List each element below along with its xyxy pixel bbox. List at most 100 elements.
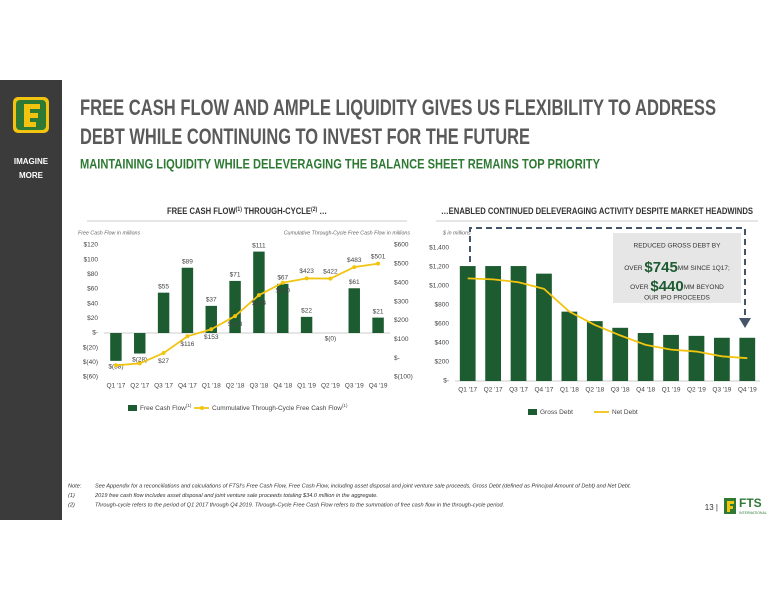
x-tick-label: Q4 '19 bbox=[738, 387, 757, 394]
x-tick-label: Q4 '18 bbox=[636, 387, 655, 394]
x-tick-label: Q1 '18 bbox=[202, 383, 221, 390]
bar bbox=[300, 316, 313, 333]
y2-tick-label: $500 bbox=[394, 261, 409, 268]
bar bbox=[536, 273, 552, 381]
y2-tick-label: $- bbox=[394, 355, 400, 362]
y-tick-label: $20 bbox=[87, 315, 98, 322]
line-value-label: $501 bbox=[371, 253, 386, 260]
bar bbox=[181, 267, 194, 333]
bar-value-label: $22 bbox=[301, 308, 312, 315]
x-tick-label: Q4 '18 bbox=[273, 383, 292, 390]
subtitle: MAINTAINING LIQUIDITY WHILE DELEVERAGING… bbox=[80, 156, 601, 172]
line-value-label: $400 bbox=[276, 287, 291, 294]
footer-logo-sub: INTERNATIONAL bbox=[739, 511, 767, 515]
bar bbox=[561, 311, 578, 381]
x-tick-label: Q3 '18 bbox=[249, 383, 268, 390]
y-tick-label: $1,200 bbox=[429, 264, 449, 271]
bar-value-label: $(0) bbox=[325, 336, 337, 343]
legend-label: Gross Debt bbox=[540, 409, 573, 416]
line-marker bbox=[137, 361, 142, 366]
x-tick-label: Q2 '17 bbox=[484, 387, 503, 394]
legend-name: Cummulative Through-Cycle Free Cash Flow bbox=[212, 405, 342, 412]
legend-marker bbox=[200, 406, 204, 410]
bar-value-label: $55 bbox=[158, 283, 169, 290]
y-tick-label: $600 bbox=[435, 321, 450, 328]
y-tick-label: $40 bbox=[87, 300, 98, 307]
line-marker bbox=[352, 265, 357, 270]
callout-frame bbox=[469, 227, 746, 320]
bar bbox=[157, 292, 170, 333]
callout-box bbox=[613, 233, 741, 303]
callout-arrow bbox=[739, 318, 751, 328]
callout-figure: $745 bbox=[644, 259, 677, 276]
line-marker bbox=[233, 314, 238, 319]
x-tick-label: Q2 '17 bbox=[130, 383, 149, 390]
line-marker bbox=[376, 261, 381, 266]
callout-line: OVER $745MM SINCE 1Q17; bbox=[624, 259, 730, 276]
footnote-text: 2019 free cash flow includes asset dispo… bbox=[94, 493, 378, 499]
line-value-label: $153 bbox=[204, 334, 219, 341]
page-number: 13 | bbox=[705, 503, 718, 512]
legend-name: Net Debt bbox=[612, 409, 638, 416]
bar-value-label: $67 bbox=[277, 275, 288, 282]
line-marker bbox=[304, 276, 309, 281]
bar bbox=[229, 280, 241, 333]
line-value-label: $223 bbox=[228, 321, 243, 328]
callout-text: OUR IPO PROCEEDS bbox=[644, 295, 710, 302]
legend-swatch bbox=[528, 409, 537, 415]
bar-value-label: $61 bbox=[349, 279, 360, 286]
bar bbox=[277, 283, 289, 333]
line-marker bbox=[256, 293, 261, 298]
y2-tick-label: $600 bbox=[394, 242, 409, 249]
line-value-label: $423 bbox=[299, 268, 314, 275]
x-tick-label: Q3 '17 bbox=[154, 383, 173, 390]
callout-text: MM SINCE 1Q17; bbox=[678, 265, 730, 272]
line-value-label: $334 bbox=[252, 300, 267, 307]
x-tick-label: Q4 '17 bbox=[178, 383, 197, 390]
line-marker bbox=[280, 280, 285, 285]
chart-title-part: FREE CASH FLOW bbox=[167, 206, 236, 216]
x-tick-label: Q3 '18 bbox=[611, 387, 630, 394]
bar bbox=[688, 335, 705, 381]
footnote-text: Through-cycle refers to the period of Q1… bbox=[95, 502, 504, 508]
y-tick-label: $- bbox=[92, 330, 98, 337]
bar bbox=[739, 337, 756, 381]
bar-value-label: $37 bbox=[206, 297, 217, 304]
line-marker bbox=[113, 363, 118, 368]
x-tick-label: Q2 '18 bbox=[226, 383, 245, 390]
sidebar bbox=[0, 80, 62, 520]
y-tick-label: $400 bbox=[435, 340, 450, 347]
chart-title: …ENABLED CONTINUED DELEVERAGING ACTIVITY… bbox=[441, 206, 753, 216]
y-tick-label: $800 bbox=[435, 302, 450, 309]
bar bbox=[663, 334, 679, 381]
legend-label: Free Cash Flow(1) bbox=[140, 403, 192, 412]
legend-swatch bbox=[128, 405, 137, 411]
line bbox=[115, 262, 379, 367]
line-marker bbox=[209, 327, 214, 332]
bar bbox=[134, 333, 146, 354]
line-value-label: $27 bbox=[158, 358, 169, 365]
bar bbox=[459, 266, 476, 381]
callout-text: OVER bbox=[630, 284, 650, 291]
y-tick-label: $120 bbox=[84, 242, 99, 249]
y-tick-label: $100 bbox=[84, 256, 99, 263]
bar bbox=[253, 251, 265, 333]
x-tick-label: Q1 '19 bbox=[662, 387, 681, 394]
axis-note: Free Cash Flow in millions bbox=[78, 230, 140, 236]
bar bbox=[110, 333, 122, 361]
axis-note: Cumulative Through-Cycle Free Cash Flow … bbox=[284, 230, 411, 236]
y-tick-label: $1,400 bbox=[429, 245, 449, 252]
callout-figure: $440 bbox=[650, 278, 683, 295]
footnote-label: (1) bbox=[68, 493, 75, 499]
bar bbox=[372, 317, 384, 333]
footnote-label: Note: bbox=[68, 483, 82, 489]
bar bbox=[612, 327, 629, 381]
line bbox=[467, 277, 748, 360]
legend-name: Free Cash Flow bbox=[140, 405, 186, 412]
bar-value-label: $71 bbox=[230, 272, 241, 279]
line-marker bbox=[328, 276, 333, 281]
bar bbox=[485, 266, 502, 381]
legend-label: Net Debt bbox=[612, 409, 638, 416]
legend-label: Cummulative Through-Cycle Free Cash Flow… bbox=[212, 403, 348, 412]
